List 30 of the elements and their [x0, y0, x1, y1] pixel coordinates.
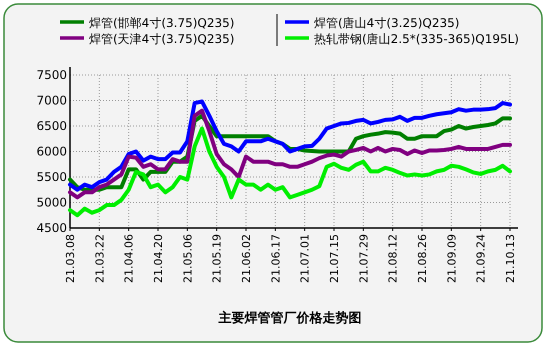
y-tick-label: 5500: [36, 170, 67, 184]
x-tick-label: 21.05.06: [181, 234, 194, 283]
text: 主要焊管管厂价格走势图: [218, 310, 362, 326]
legend-label: 热轧带钢(唐山2.5*(335-365)Q195L): [314, 32, 519, 46]
x-tick-label: 21.07.29: [357, 234, 370, 283]
x-tick-label: 21.10.13: [504, 234, 517, 283]
x-tick-label: 21.03.22: [93, 234, 106, 283]
x-tick-label: 21.06.17: [269, 234, 282, 283]
y-tick-label: 6500: [36, 119, 67, 133]
legend-label: 焊管(邯郸4寸(3.75)Q235): [89, 16, 234, 30]
y-tick-label: 6000: [36, 144, 67, 158]
x-tick-label: 21.08.12: [386, 234, 400, 283]
line-series: [68, 126, 512, 218]
line-series: [68, 100, 512, 192]
x-tick-label: 21.09.24: [474, 234, 488, 283]
x-tick-label: 21.05.19: [210, 234, 224, 283]
x-tick-label: 21.03.08: [64, 234, 77, 283]
x-tick-label: 21.07.15: [328, 234, 341, 283]
x-tick-label: 21.08.26: [416, 234, 429, 283]
y-tick-label: 5000: [36, 196, 67, 210]
x-tick-label: 21.04.06: [122, 234, 136, 283]
x-tick-label: 21.09.09: [445, 234, 458, 283]
y-tick-label: 7000: [36, 94, 67, 108]
x-tick-label: 21.04.20: [152, 234, 165, 283]
x-tick-label: 21.07.01: [298, 234, 312, 283]
legend-label: 焊管(天津4寸(3.75)Q235): [89, 32, 234, 46]
y-tick-label: 4500: [36, 221, 67, 235]
x-tick-label: 21.06.02: [240, 234, 253, 283]
y-tick-label: 7500: [36, 68, 67, 82]
legend-label: 焊管(唐山4寸(3.25)Q235): [314, 16, 460, 30]
